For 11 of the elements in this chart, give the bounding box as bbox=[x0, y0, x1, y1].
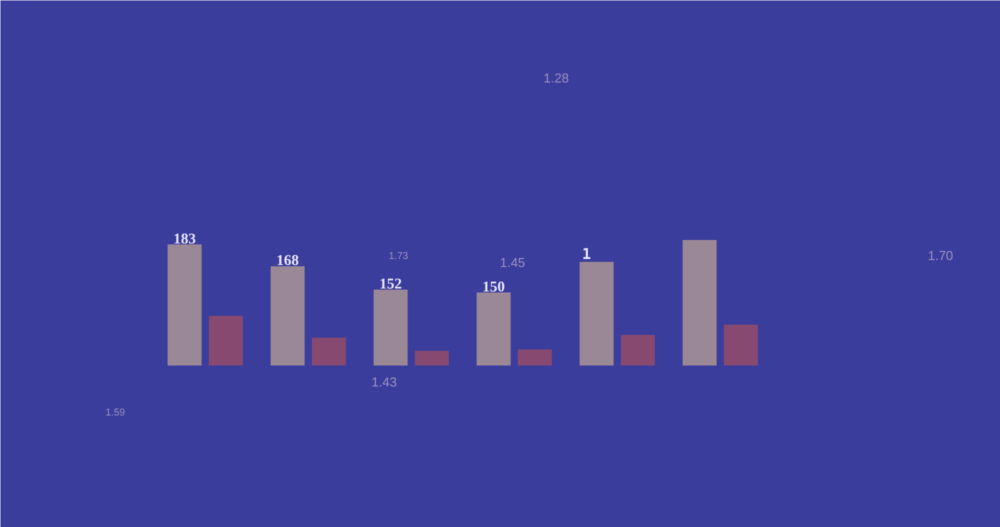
data-label: 183 bbox=[173, 231, 196, 248]
text: 1.70 bbox=[928, 248, 954, 263]
annotation: 1.73 bbox=[388, 251, 409, 262]
annotation: 1.45 bbox=[500, 255, 526, 270]
data-label: 152 bbox=[379, 276, 402, 293]
data-label: 168 bbox=[276, 253, 299, 270]
data-label: 150 bbox=[482, 280, 505, 296]
text: 1.59 bbox=[106, 408, 126, 418]
text: 1.28 bbox=[544, 70, 569, 86]
annotation: 1 bbox=[582, 245, 592, 263]
text: 1.43 bbox=[372, 374, 397, 390]
